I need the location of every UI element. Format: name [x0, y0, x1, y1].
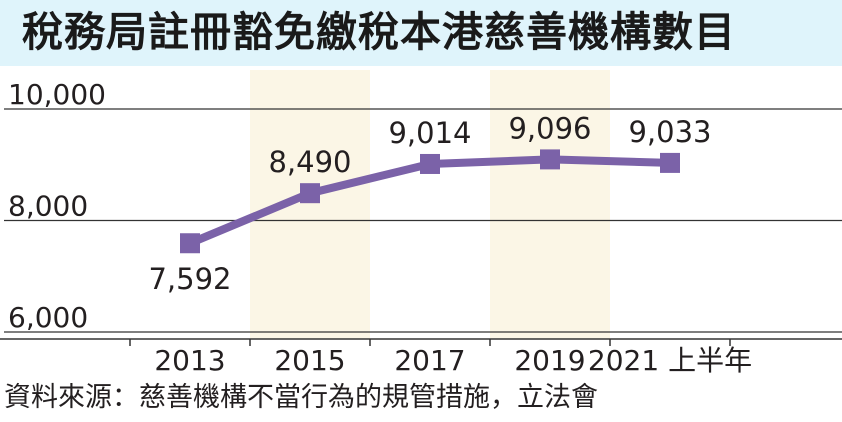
highlight-band-2015	[250, 70, 370, 339]
x-tick-label-2019: 2019	[514, 344, 585, 377]
value-label-2015: 8,490	[268, 145, 351, 179]
x-tick-label-2015: 2015	[274, 344, 345, 377]
value-label-2017: 9,014	[388, 116, 471, 150]
data-point-2017	[420, 153, 440, 174]
highlight-bands	[250, 70, 610, 339]
data-points	[180, 149, 680, 254]
x-axis: 2013 2015 2017 2019 2021 上半年	[0, 338, 842, 377]
x-tick-label-2021: 2021 上半年	[588, 344, 752, 377]
data-point-2019	[540, 149, 560, 170]
x-tick-label-2017: 2017	[394, 344, 465, 377]
y-tick-label-10000: 10,000	[8, 78, 106, 111]
data-point-2021	[660, 152, 680, 173]
line-chart: 10,000 8,000 6,000 2013 2015 2017 2019 2021 上半…	[0, 70, 842, 377]
y-tick-label-6000: 6,000	[8, 301, 88, 334]
x-tick-label-2013: 2013	[154, 344, 225, 377]
source-note: 資料來源：慈善機構不當行為的規管措施，立法會	[4, 382, 598, 413]
data-point-2015	[300, 183, 320, 204]
y-tick-labels: 10,000 8,000 6,000	[8, 78, 106, 334]
value-label-2013: 7,592	[148, 262, 231, 296]
data-point-2013	[180, 233, 200, 254]
title-bar: 稅務局註冊豁免繳稅本港慈善機構數目	[0, 0, 842, 66]
value-labels: 7,592 8,490 9,014 9,096 9,033	[148, 111, 711, 296]
value-label-2019: 9,096	[508, 111, 591, 145]
y-tick-label-8000: 8,000	[8, 190, 88, 223]
gridlines	[4, 108, 842, 333]
chart-title: 稅務局註冊豁免繳稅本港慈善機構數目	[22, 8, 736, 56]
highlight-band-2019	[490, 70, 610, 339]
value-label-2021: 9,033	[628, 115, 711, 149]
